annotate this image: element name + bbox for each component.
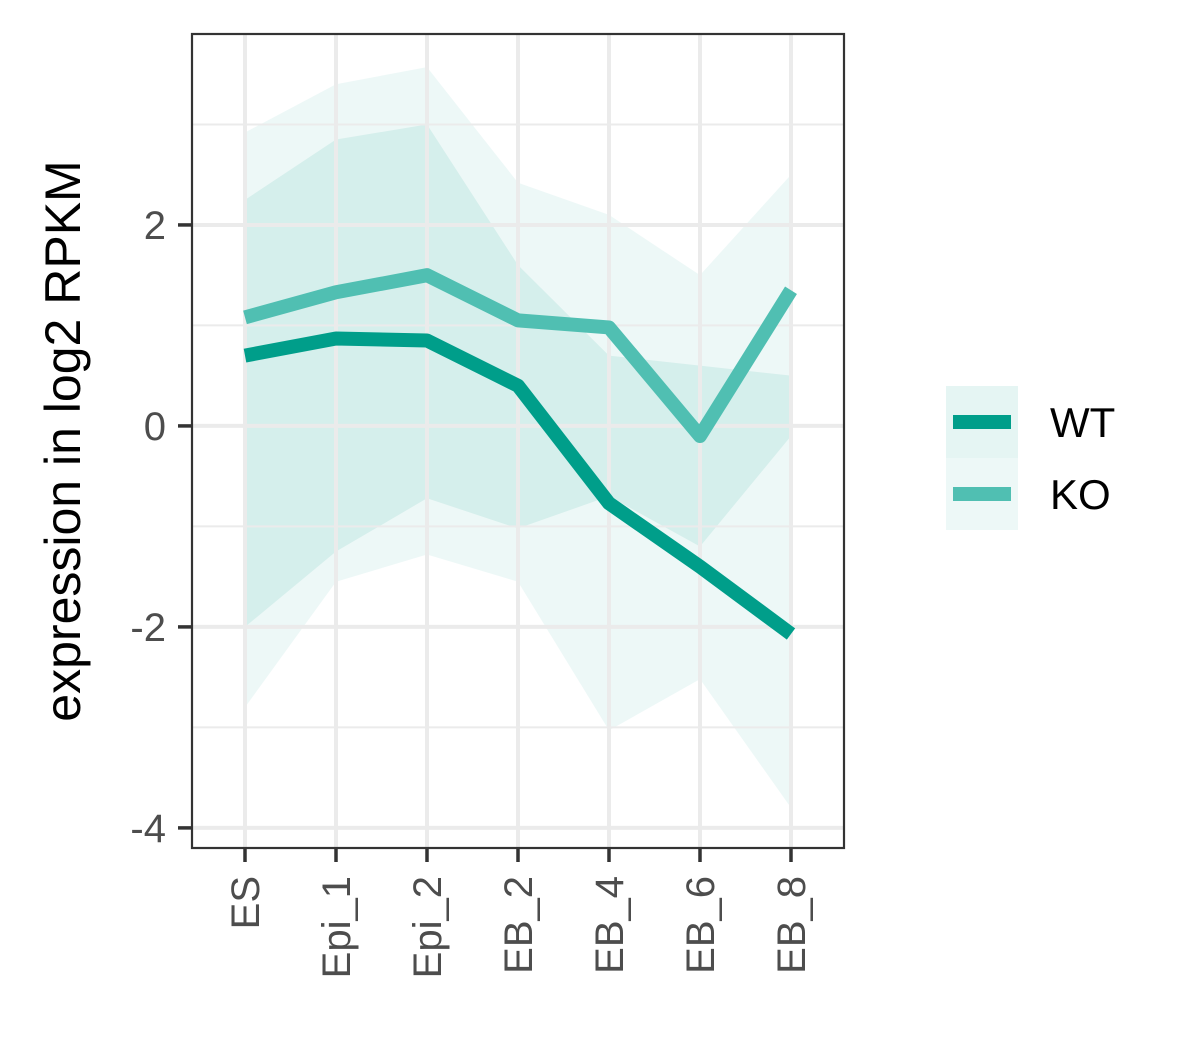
x-tick-label: EB_8 xyxy=(770,876,814,974)
x-tick-label: EB_4 xyxy=(588,876,632,974)
series-line-wt xyxy=(243,331,796,640)
legend-label-ko: KO xyxy=(1050,471,1111,518)
legend: WT KO xyxy=(946,386,1115,530)
y-tick-label: -2 xyxy=(130,606,166,650)
x-tick-label: EB_6 xyxy=(679,876,723,974)
series-layer xyxy=(243,268,797,640)
y-tick-label: 0 xyxy=(144,405,166,449)
x-axis: ES Epi_1 Epi_2 EB_2 EB_4 EB_6 EB_8 xyxy=(224,848,814,978)
legend-label-wt: WT xyxy=(1050,399,1115,446)
y-tick-label: -4 xyxy=(130,807,166,851)
x-tick-label: ES xyxy=(224,876,268,929)
x-tick-label: Epi_2 xyxy=(406,876,450,978)
x-tick-label: EB_2 xyxy=(497,876,541,974)
y-tick-label: 2 xyxy=(144,204,166,248)
series-line-ko xyxy=(243,268,797,443)
x-tick-label: Epi_1 xyxy=(315,876,359,978)
y-axis-title: expression in log2 RPKM xyxy=(35,160,91,721)
y-axis: -4 -2 0 2 xyxy=(130,204,192,851)
